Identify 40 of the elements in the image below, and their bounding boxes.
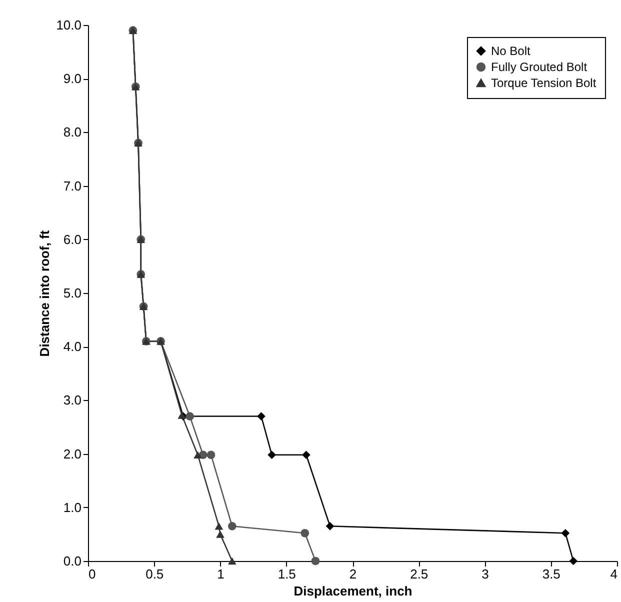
y-tick-label: 6.0 xyxy=(63,232,82,247)
x-tick-label: 1.5 xyxy=(278,566,296,582)
y-axis-title: Distance into roof, ft xyxy=(37,230,52,357)
point xyxy=(186,412,194,420)
x-tick-label: 0 xyxy=(88,566,96,582)
y-tick-label: 3.0 xyxy=(63,392,82,408)
point xyxy=(326,522,334,530)
point xyxy=(228,557,236,565)
y-tick-label: 8.0 xyxy=(63,124,82,140)
point xyxy=(302,450,310,460)
point xyxy=(228,522,236,530)
legend-label: No Bolt xyxy=(491,44,532,58)
y-tick-label: 7.0 xyxy=(63,178,82,194)
x-tick-label: 1 xyxy=(217,566,224,582)
y-tick-label: 2.0 xyxy=(63,446,82,462)
y-tick-label: 0.0 xyxy=(63,554,82,568)
x-tick-label: 3.5 xyxy=(542,566,560,582)
y-tick-label: 1.0 xyxy=(63,500,82,515)
x-tick-label: 2 xyxy=(349,566,357,582)
x-tick-label: 4 xyxy=(610,566,618,582)
y-tick-label: 4.0 xyxy=(63,339,82,354)
y-tick-label: 10.0 xyxy=(56,18,82,32)
point xyxy=(311,556,320,566)
point xyxy=(214,522,224,530)
y-tick-label: 5.0 xyxy=(63,286,82,300)
point xyxy=(561,528,570,538)
legend-label: Fully Grouted Bolt xyxy=(491,60,588,74)
point xyxy=(268,450,276,460)
x-tick-label: 2.5 xyxy=(410,566,428,582)
point xyxy=(300,528,310,538)
point xyxy=(194,451,202,458)
point xyxy=(216,530,224,538)
point xyxy=(206,450,216,460)
point xyxy=(257,412,266,420)
x-tick-label: 0.5 xyxy=(146,566,164,582)
x-tick-label: 3 xyxy=(482,566,489,582)
legend-label: Torque Tension Bolt xyxy=(491,76,597,90)
x-axis-title: Displacement, inch xyxy=(294,584,412,598)
y-tick-label: 9.0 xyxy=(63,71,82,86)
point xyxy=(569,556,578,566)
